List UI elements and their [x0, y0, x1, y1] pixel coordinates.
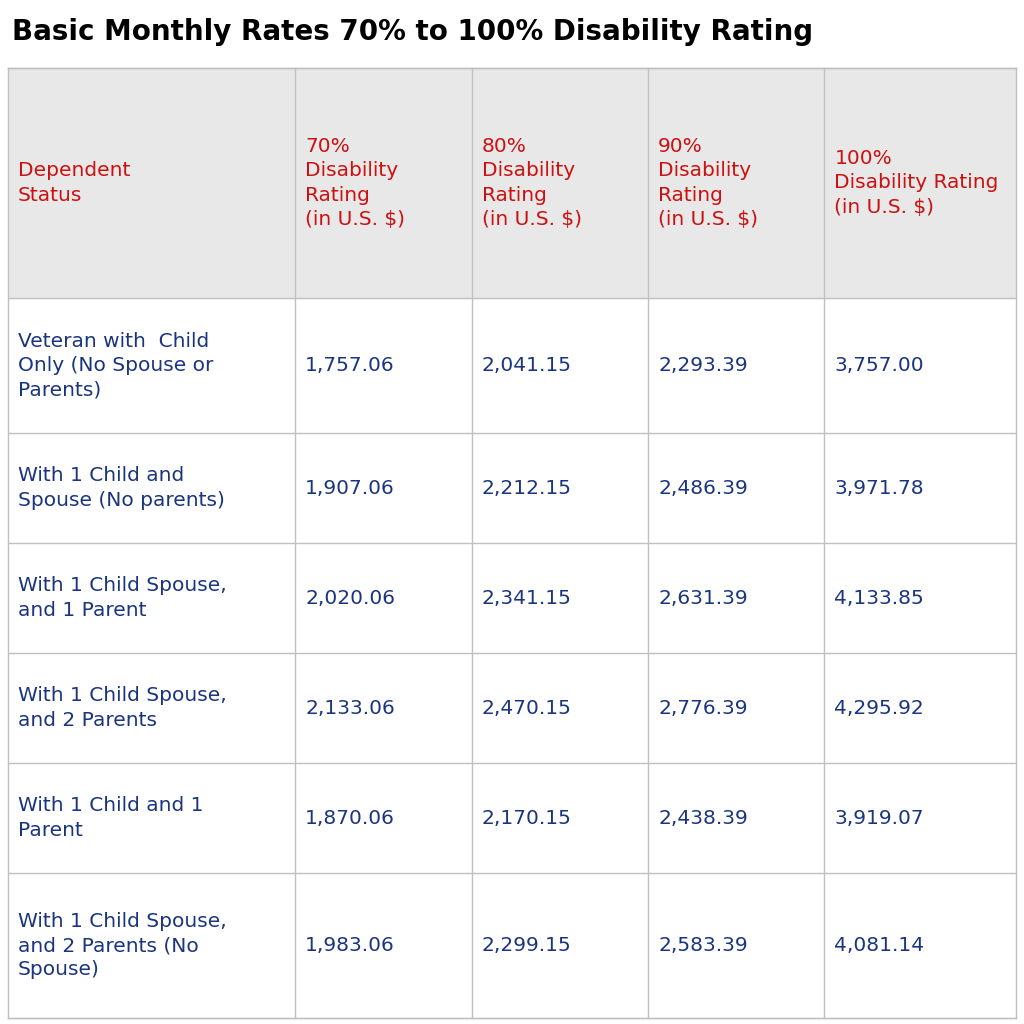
Bar [824, 298, 1016, 433]
Bar [472, 433, 648, 543]
Text: 90%
Disability
Rating
(in U.S. $): 90% Disability Rating (in U.S. $) [658, 137, 758, 229]
Text: With 1 Child and 1
Parent: With 1 Child and 1 Parent [18, 797, 204, 840]
Text: 2,631.39: 2,631.39 [658, 589, 748, 607]
Bar [295, 68, 472, 298]
Bar [472, 873, 648, 1018]
Bar [824, 763, 1016, 873]
Bar [648, 873, 824, 1018]
Text: 2,438.39: 2,438.39 [658, 809, 748, 827]
Text: With 1 Child Spouse,
and 1 Parent: With 1 Child Spouse, and 1 Parent [18, 577, 226, 620]
Bar [472, 298, 648, 433]
Bar [648, 433, 824, 543]
Bar [295, 433, 472, 543]
Bar [295, 763, 472, 873]
Bar [8, 68, 295, 298]
Text: 2,041.15: 2,041.15 [481, 356, 571, 375]
Text: 4,133.85: 4,133.85 [835, 589, 925, 607]
Text: 3,757.00: 3,757.00 [835, 356, 924, 375]
Text: 2,486.39: 2,486.39 [658, 478, 748, 498]
Bar [824, 433, 1016, 543]
Bar [295, 298, 472, 433]
Bar [8, 543, 295, 653]
Text: 1,983.06: 1,983.06 [305, 936, 395, 955]
Text: 2,170.15: 2,170.15 [481, 809, 571, 827]
Bar [295, 543, 472, 653]
Bar [824, 873, 1016, 1018]
Text: 4,295.92: 4,295.92 [835, 698, 925, 718]
Bar [472, 653, 648, 763]
Bar [8, 298, 295, 433]
Text: With 1 Child Spouse,
and 2 Parents (No
Spouse): With 1 Child Spouse, and 2 Parents (No S… [18, 911, 226, 979]
Bar [824, 68, 1016, 298]
Text: 4,081.14: 4,081.14 [835, 936, 925, 955]
Text: 1,870.06: 1,870.06 [305, 809, 395, 827]
Bar [648, 763, 824, 873]
Text: 2,341.15: 2,341.15 [481, 589, 571, 607]
Text: 2,020.06: 2,020.06 [305, 589, 395, 607]
Text: 2,212.15: 2,212.15 [481, 478, 571, 498]
Bar [824, 543, 1016, 653]
Text: 2,133.06: 2,133.06 [305, 698, 395, 718]
Text: 100%
Disability Rating
(in U.S. $): 100% Disability Rating (in U.S. $) [835, 150, 998, 217]
Text: Veteran with  Child
Only (No Spouse or
Parents): Veteran with Child Only (No Spouse or Pa… [18, 332, 213, 399]
Bar [824, 653, 1016, 763]
Text: 2,583.39: 2,583.39 [658, 936, 748, 955]
Bar [472, 543, 648, 653]
Text: 3,971.78: 3,971.78 [835, 478, 924, 498]
Text: With 1 Child and
Spouse (No parents): With 1 Child and Spouse (No parents) [18, 466, 225, 510]
Text: Dependent
Status: Dependent Status [18, 162, 130, 205]
Text: 2,776.39: 2,776.39 [658, 698, 748, 718]
Text: Basic Monthly Rates 70% to 100% Disability Rating: Basic Monthly Rates 70% to 100% Disabili… [12, 18, 813, 46]
Bar [472, 763, 648, 873]
Bar [8, 433, 295, 543]
Bar [648, 653, 824, 763]
Bar [648, 543, 824, 653]
Bar [8, 653, 295, 763]
Text: 1,907.06: 1,907.06 [305, 478, 395, 498]
Bar [8, 873, 295, 1018]
Text: 70%
Disability
Rating
(in U.S. $): 70% Disability Rating (in U.S. $) [305, 137, 406, 229]
Text: 2,299.15: 2,299.15 [481, 936, 571, 955]
Bar [472, 68, 648, 298]
Bar [648, 68, 824, 298]
Bar [295, 653, 472, 763]
Text: 2,470.15: 2,470.15 [481, 698, 571, 718]
Text: 3,919.07: 3,919.07 [835, 809, 924, 827]
Bar [8, 763, 295, 873]
Text: 1,757.06: 1,757.06 [305, 356, 395, 375]
Text: 80%
Disability
Rating
(in U.S. $): 80% Disability Rating (in U.S. $) [481, 137, 582, 229]
Text: 2,293.39: 2,293.39 [658, 356, 748, 375]
Bar [648, 298, 824, 433]
Text: With 1 Child Spouse,
and 2 Parents: With 1 Child Spouse, and 2 Parents [18, 686, 226, 730]
Bar [295, 873, 472, 1018]
